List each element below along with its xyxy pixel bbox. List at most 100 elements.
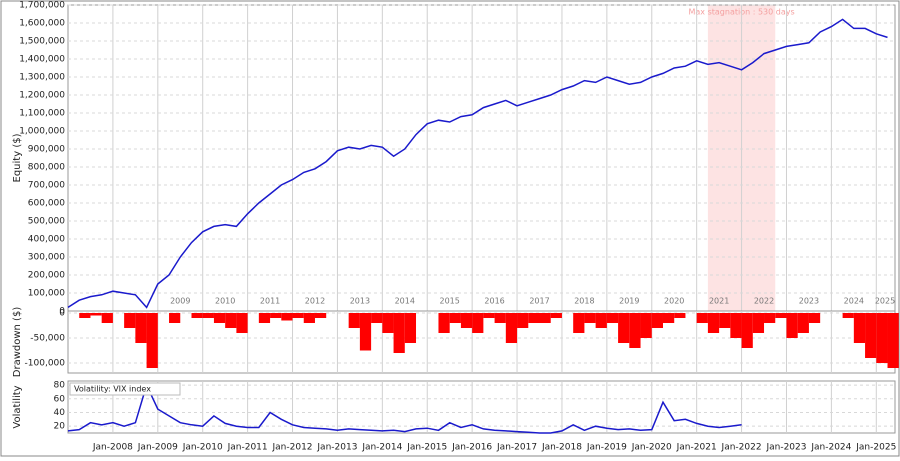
y-tick-label: 200,000 [28, 271, 65, 281]
drawdown-bar [808, 313, 821, 323]
year-label: 2021 [709, 297, 729, 306]
drawdown-bar [876, 313, 888, 363]
year-label: 2017 [529, 297, 549, 306]
drawdown-bar [539, 313, 551, 323]
drawdown-bar [584, 313, 596, 323]
drawdown-bar [719, 313, 731, 328]
drawdown-bar [359, 313, 372, 351]
y-tick-label: 20 [54, 422, 66, 432]
drawdown-bar [629, 313, 641, 348]
x-tick-label: Jan-2025 [855, 443, 896, 453]
year-label: 2018 [574, 297, 594, 306]
x-tick-label: Jan-2011 [227, 443, 268, 453]
drawdown-bar [314, 313, 327, 318]
y-axis-label: Equity ($) [12, 133, 23, 182]
y-tick-label: 1,400,000 [19, 55, 65, 65]
drawdown-bar [865, 313, 877, 358]
drawdown-bar [696, 313, 708, 323]
y-tick-label: 80 [54, 381, 66, 391]
drawdown-bar [786, 313, 798, 338]
drawdown-bar [741, 313, 753, 348]
y-tick-label: 100,000 [28, 289, 65, 299]
year-label: 2020 [664, 297, 684, 306]
legend-label: Volatility: VIX index [74, 385, 151, 394]
y-tick-label: 0 [59, 309, 65, 319]
drawdown-bar [606, 313, 619, 323]
drawdown-bar [674, 313, 686, 318]
y-tick-label: 60 [54, 394, 66, 404]
x-tick-label: Jan-2021 [676, 443, 717, 453]
drawdown-bar [438, 313, 450, 333]
x-tick-label: Jan-2024 [810, 443, 851, 453]
x-tick-label: Jan-2017 [496, 443, 537, 453]
drawdown-bar [449, 313, 461, 323]
drawdown-bar [79, 313, 91, 318]
drawdown-bar [651, 313, 663, 328]
year-label: 2024 [844, 297, 864, 306]
drawdown-bar [505, 313, 518, 343]
drawdown-bar [483, 313, 495, 318]
y-tick-label: 500,000 [28, 217, 65, 227]
drawdown-bar [517, 313, 529, 328]
y-tick-label: 1,500,000 [19, 37, 65, 47]
year-label: 2011 [260, 297, 280, 306]
series-line [67, 18, 888, 309]
x-tick-label: Jan-2014 [361, 443, 402, 453]
drawdown-bar [618, 313, 630, 343]
drawdown-bar [472, 313, 484, 333]
x-tick-label: Jan-2015 [406, 443, 447, 453]
y-tick-label: 1,000,000 [19, 127, 65, 137]
drawdown-bar [124, 313, 136, 328]
drawdown-bar [101, 313, 113, 323]
drawdown-bar [764, 313, 776, 323]
drawdown-bar [169, 313, 181, 323]
y-tick-label: 1,600,000 [19, 19, 65, 29]
drawdown-bar [258, 313, 271, 323]
x-tick-label: Jan-2018 [541, 443, 582, 453]
year-label: 2013 [350, 297, 370, 306]
x-tick-label: Jan-2020 [631, 443, 672, 453]
drawdown-bar [146, 313, 158, 368]
year-label: 2010 [215, 297, 235, 306]
y-tick-label: 40 [54, 408, 66, 418]
y-tick-label: 1,300,000 [19, 73, 65, 83]
year-label: 2023 [799, 297, 819, 306]
drawdown-bar [393, 313, 405, 353]
drawdown-bar [90, 313, 102, 316]
drawdown-bar [236, 313, 248, 333]
drawdown-bar [371, 313, 383, 323]
year-label: 2012 [305, 297, 325, 306]
x-tick-label: Jan-2023 [765, 443, 806, 453]
y-tick-label: -100,000 [25, 359, 66, 369]
y-tick-label: 1,700,000 [19, 1, 65, 11]
y-tick-label: 800,000 [28, 163, 65, 173]
legend-box [69, 382, 181, 396]
x-tick-label: Jan-2013 [316, 443, 357, 453]
panel-frame [67, 380, 896, 434]
drawdown-bar [382, 313, 394, 333]
x-tick-label: Jan-2016 [451, 443, 492, 453]
y-tick-label: 0 [59, 307, 65, 317]
y-tick-label: -50,000 [30, 334, 65, 344]
drawdown-bar [494, 313, 506, 323]
drawdown-bar [640, 313, 652, 338]
y-tick-label: 900,000 [28, 145, 65, 155]
y-axis-label: Drawdown ($) [12, 307, 23, 378]
x-tick-label: Jan-2008 [92, 443, 133, 453]
drawdown-bar [292, 313, 304, 318]
drawdown-bar [550, 313, 562, 318]
year-label: 2014 [395, 297, 415, 306]
drawdown-bar [213, 313, 226, 323]
drawdown-bar [225, 313, 237, 328]
drawdown-bar [797, 313, 809, 333]
drawdown-bar [191, 313, 203, 318]
drawdown-bar [595, 313, 607, 328]
x-tick-label: Jan-2009 [137, 443, 178, 453]
year-label: 2022 [754, 297, 774, 306]
drawdown-bar [752, 313, 765, 333]
y-tick-label: 400,000 [28, 235, 65, 245]
drawdown-bar [303, 313, 315, 323]
drawdown-bar [135, 313, 147, 343]
drawdown-bar [460, 313, 473, 328]
